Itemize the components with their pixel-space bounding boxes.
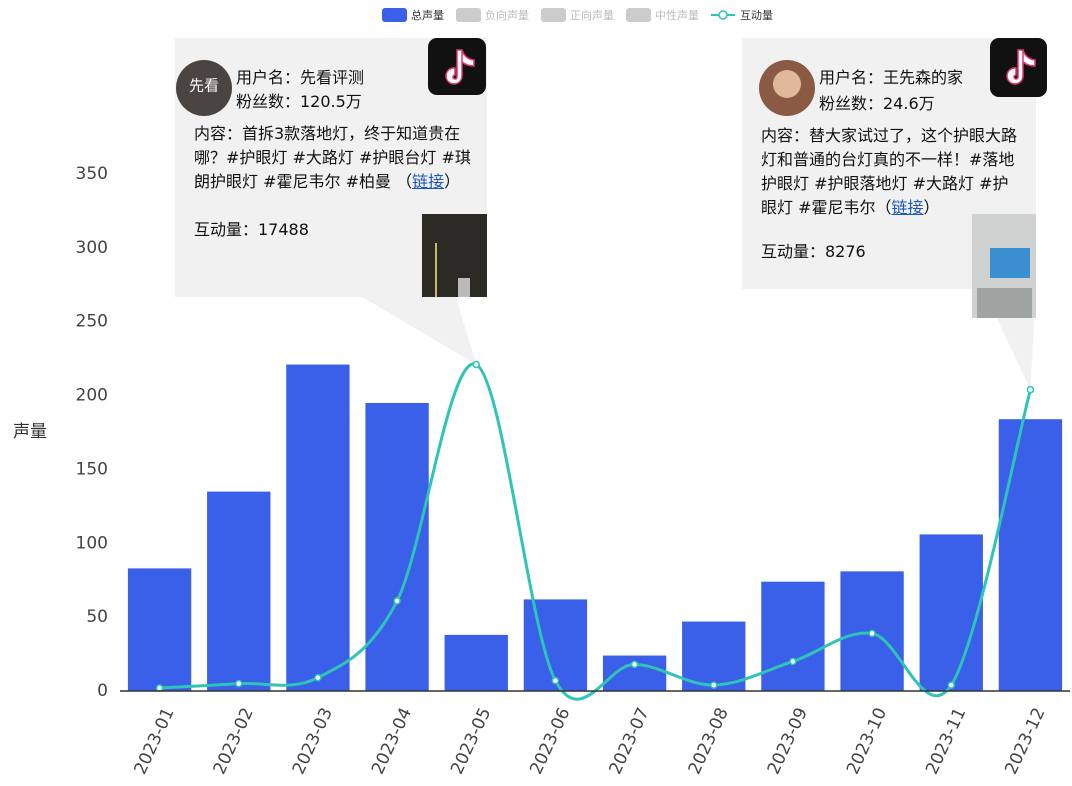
x-tick-label: 2023-09 (764, 705, 812, 778)
content-end: ） (923, 198, 940, 217)
link[interactable]: 链接 (412, 172, 445, 191)
callout-graphics (759, 38, 1047, 318)
content-end: ） (444, 172, 461, 191)
link[interactable]: 链接 (891, 198, 924, 217)
x-tick-label: 2023-06 (526, 705, 574, 778)
y-tick-label: 300 (76, 238, 108, 258)
x-tick-label: 2023-04 (368, 705, 416, 778)
bar (286, 364, 350, 691)
line-point (710, 681, 718, 689)
legend-label: 互动量 (740, 9, 773, 22)
legend-label: 总声量 (411, 8, 444, 22)
legend-swatch (382, 8, 407, 22)
line-point (155, 684, 164, 692)
y-tick-label: 350 (76, 164, 108, 184)
y-tick-label: 100 (76, 533, 108, 553)
line-point (314, 673, 322, 682)
content-text: 内容：首拆3款落地灯，终于知道贵在哪？#护眼灯 #大路灯 #护眼台灯 #琪朗护眼… (194, 124, 471, 191)
legend-swatch (718, 10, 728, 20)
legend-swatch (456, 8, 481, 22)
content: 内容：首拆3款落地灯，终于知道贵在哪？#护眼灯 #大路灯 #护眼台灯 #琪朗护眼… (194, 122, 474, 194)
interaction: 互动量：8276 (761, 242, 866, 261)
x-tick-label: 2023-02 (210, 705, 258, 778)
content-text: 内容：替大家试过了，这个护眼大路灯和普通的台灯真的不一样！#落地护眼灯 #护眼落… (761, 126, 1018, 217)
line-point (868, 629, 876, 638)
bar (523, 599, 588, 691)
legend-swatch (541, 8, 566, 22)
legend-label: 正向声量 (570, 8, 614, 22)
y-tick-label: 50 (86, 607, 108, 627)
x-tick-label: 2023-08 (685, 705, 733, 778)
user-name: 用户名：先看评测 (236, 68, 365, 87)
callout-graphics: 先看 (176, 38, 487, 297)
line-point (947, 681, 955, 689)
bar (761, 581, 825, 691)
x-tick-label: 2023-03 (289, 705, 337, 778)
avatar-text: 先看 (189, 77, 219, 95)
legend-label: 中性声量 (655, 8, 699, 22)
y-tick-label: 200 (76, 386, 108, 406)
callout-tail (362, 297, 477, 365)
line-point (393, 597, 401, 605)
line-point (789, 657, 797, 666)
callout: 用户名：王先森的家 粉丝数：24.6万 内容：替大家试过了，这个护眼大路灯和普通… (742, 38, 1047, 318)
callout: 先看 用户名：先看评测 粉丝数：120.5万 内容：首拆3款落地灯，终于知道贵在… (175, 38, 487, 297)
bar (919, 534, 983, 691)
x-tick-label: 2023-01 (131, 705, 179, 778)
fans: 粉丝数：120.5万 (236, 92, 362, 111)
fans: 粉丝数：24.6万 (819, 94, 935, 113)
line (159, 362, 1032, 701)
line-point (630, 660, 639, 669)
bar (998, 419, 1063, 691)
legend-label: 负向声量 (485, 8, 529, 22)
user-name: 用户名：王先森的家 (819, 68, 964, 87)
line-point (472, 360, 480, 369)
x-tick-label: 2023-12 (1001, 705, 1049, 778)
line-point (551, 676, 560, 685)
x-tick-label: 2023-10 (843, 705, 891, 778)
bar (682, 621, 746, 691)
x-tick-label: 2023-07 (606, 705, 654, 778)
bar (207, 491, 271, 691)
x-tick-label: 2023-05 (447, 705, 495, 778)
content: 内容：替大家试过了，这个护眼大路灯和普通的台灯真的不一样！#落地护眼灯 #护眼落… (761, 124, 1019, 220)
bar (127, 568, 192, 691)
legend-swatch (626, 8, 651, 22)
y-tick-label: 0 (97, 681, 108, 701)
y-tick-label: 150 (76, 459, 108, 479)
y-tick-label: 250 (76, 312, 108, 332)
interaction: 互动量：17488 (194, 220, 309, 239)
line-point (235, 679, 243, 688)
x-tick-label: 2023-11 (922, 705, 970, 778)
line-point (1026, 385, 1035, 394)
bar (365, 402, 429, 691)
bar (444, 634, 508, 691)
y-axis-label: 声量 (13, 422, 47, 442)
